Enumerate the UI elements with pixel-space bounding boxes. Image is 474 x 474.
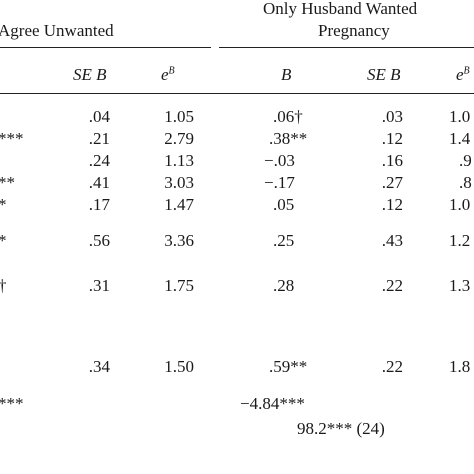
row-7-eb-2: 1.3	[449, 276, 471, 295]
row-2-se-b-2: .12	[381, 129, 403, 148]
row-2-b-2: .38**	[269, 129, 308, 148]
row-6-sig: *	[0, 232, 7, 249]
col-header-b-2: B	[281, 65, 292, 84]
constant-b-2: −4.84***	[240, 394, 305, 413]
row-8-eb-2: 1.8	[449, 357, 471, 376]
row-7-eb-1: 1.75	[164, 276, 194, 295]
row-7-se-b-1: .31	[88, 276, 110, 295]
row-2-eb-1: 2.79	[164, 129, 194, 148]
row-5-sig: *	[0, 196, 7, 213]
row-7-sig: †	[0, 277, 7, 294]
row-2-sig: ***	[0, 129, 24, 148]
group-header-agree-unwanted: Agree Unwanted	[0, 21, 114, 40]
row-8-se-b-1: .34	[88, 357, 110, 376]
col-header-se-b-2: SE B	[367, 65, 401, 84]
header-bottom-rule	[0, 93, 474, 94]
col-header-eb-2-base: e	[456, 65, 464, 84]
group-header-husband-wanted-line1: Only Husband Wanted	[263, 0, 418, 18]
row-6-se-b-2: .43	[381, 231, 403, 250]
row-7-b-2: .28	[273, 276, 295, 295]
row-8-eb-1: 1.50	[164, 357, 194, 376]
row-1-eb-2: 1.0	[449, 107, 471, 126]
row-5-se-b-2: .12	[381, 195, 403, 214]
row-1-se-b-1: .04	[88, 107, 110, 126]
row-3-b-2: −.03	[264, 151, 295, 170]
row-2-eb-2: 1.4	[449, 129, 471, 148]
chi-square-value: 98.2*** (24)	[297, 419, 385, 438]
row-4-se-b-1: .41	[88, 173, 110, 192]
row-3-eb-2: .9	[459, 151, 472, 170]
constant-sig: ***	[0, 394, 24, 413]
col-header-eb-1: eB	[161, 66, 175, 83]
group-rule-left	[0, 47, 211, 48]
row-1-eb-1: 1.05	[164, 107, 194, 126]
row-8-b-2: .59**	[269, 357, 308, 376]
row-4-eb-2: .8	[459, 173, 472, 192]
row-6-b-2: .25	[273, 231, 295, 250]
row-5-eb-2: 1.0	[449, 195, 471, 214]
row-7-se-b-2: .22	[381, 276, 403, 295]
row-4-b-2: −.17	[264, 173, 295, 192]
row-5-se-b-1: .17	[88, 195, 110, 214]
row-6-se-b-1: .56	[88, 231, 110, 250]
row-1-se-b-2: .03	[381, 107, 403, 126]
col-header-eb-2-sup: B	[463, 65, 470, 77]
col-header-eb-1-sup: B	[168, 65, 175, 77]
col-header-se-b-1: SE B	[73, 65, 107, 84]
row-6-eb-1: 3.36	[164, 231, 194, 250]
row-3-eb-1: 1.13	[164, 151, 194, 170]
row-4-eb-1: 3.03	[164, 173, 194, 192]
row-3-se-b-1: .24	[88, 151, 110, 170]
row-3-se-b-2: .16	[381, 151, 403, 170]
row-5-eb-1: 1.47	[164, 195, 194, 214]
row-1-b-2: .06†	[273, 107, 303, 126]
row-2-se-b-1: .21	[88, 129, 110, 148]
group-header-husband-wanted-line2: Pregnancy	[318, 21, 390, 40]
row-8-se-b-2: .22	[381, 357, 403, 376]
row-4-sig: **	[0, 173, 15, 192]
row-6-eb-2: 1.2	[449, 231, 471, 250]
col-header-eb-2: eB	[456, 66, 470, 83]
row-5-b-2: .05	[273, 195, 295, 214]
group-rule-right	[219, 47, 474, 48]
row-4-se-b-2: .27	[381, 173, 403, 192]
col-header-eb-1-base: e	[161, 65, 169, 84]
